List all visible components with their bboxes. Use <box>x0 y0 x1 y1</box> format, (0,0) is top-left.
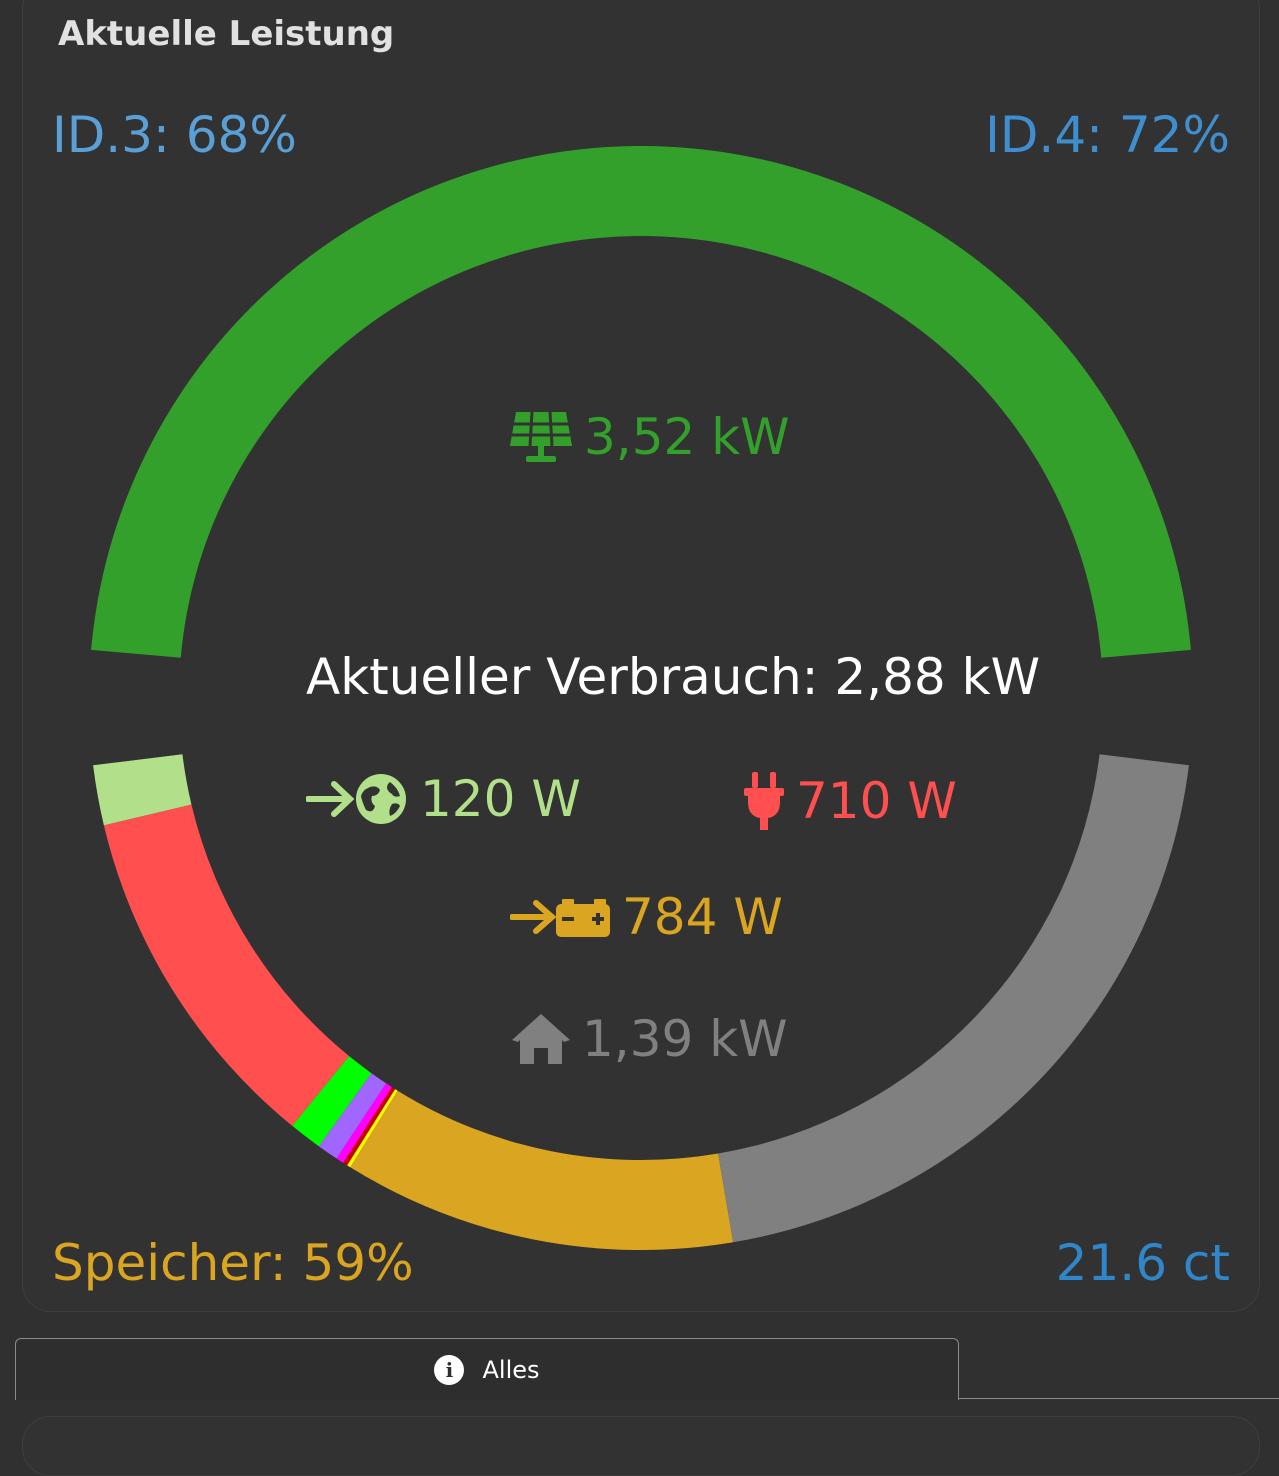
consumption-segment-4 <box>336 1083 392 1163</box>
battery-charge-value: 784 W <box>622 888 783 946</box>
consumption-segment-8 <box>718 754 1189 1243</box>
consumption-segment-2 <box>292 1056 372 1147</box>
tab-alles[interactable]: i Alles <box>15 1338 959 1400</box>
consumption-segment-1 <box>103 804 350 1126</box>
tab-label: Alles <box>482 1355 540 1384</box>
consumption-segment-3 <box>318 1073 387 1159</box>
grid-import-value: 120 W <box>420 770 581 828</box>
card-title: Aktuelle Leistung <box>58 14 395 54</box>
price-label: 21.6 ct <box>1055 1234 1230 1292</box>
power-donut-chart <box>91 145 1191 1250</box>
production-segment-0 <box>91 145 1191 658</box>
next-card <box>22 1416 1260 1476</box>
solar-value: 3,52 kW <box>584 408 790 466</box>
solar-power: 3,52 kW <box>508 410 790 464</box>
consumption-total: Aktueller Verbrauch: 2,88 kW <box>306 652 1040 702</box>
consumption-segment-0 <box>93 754 192 826</box>
info-icon: i <box>434 1354 465 1385</box>
consumption-segment-7 <box>350 1090 734 1250</box>
battery-soc-label: Speicher: 59% <box>52 1234 414 1292</box>
house-power: 1,39 kW <box>510 1012 788 1066</box>
battery-charge-power: 784 W <box>510 892 783 942</box>
consumption-segment-6 <box>347 1089 398 1168</box>
house-value: 1,39 kW <box>582 1010 788 1068</box>
home-icon <box>512 1014 570 1064</box>
wallbox-power: 710 W <box>742 772 957 830</box>
grid-import-power: 120 W <box>306 772 581 826</box>
solar-panel-icon <box>510 411 572 462</box>
id4-soc-label: ID.4: 72% <box>985 106 1230 164</box>
grid-import-icon <box>306 774 406 824</box>
battery-charge-icon <box>510 899 610 937</box>
tab-divider <box>959 1398 1279 1399</box>
id3-soc-label: ID.3: 68% <box>52 106 297 164</box>
plug-icon <box>744 772 784 830</box>
consumption-label: Aktueller Verbrauch: 2,88 kW <box>306 648 1041 706</box>
wallbox-value: 710 W <box>796 772 957 830</box>
consumption-segment-5 <box>343 1087 396 1166</box>
